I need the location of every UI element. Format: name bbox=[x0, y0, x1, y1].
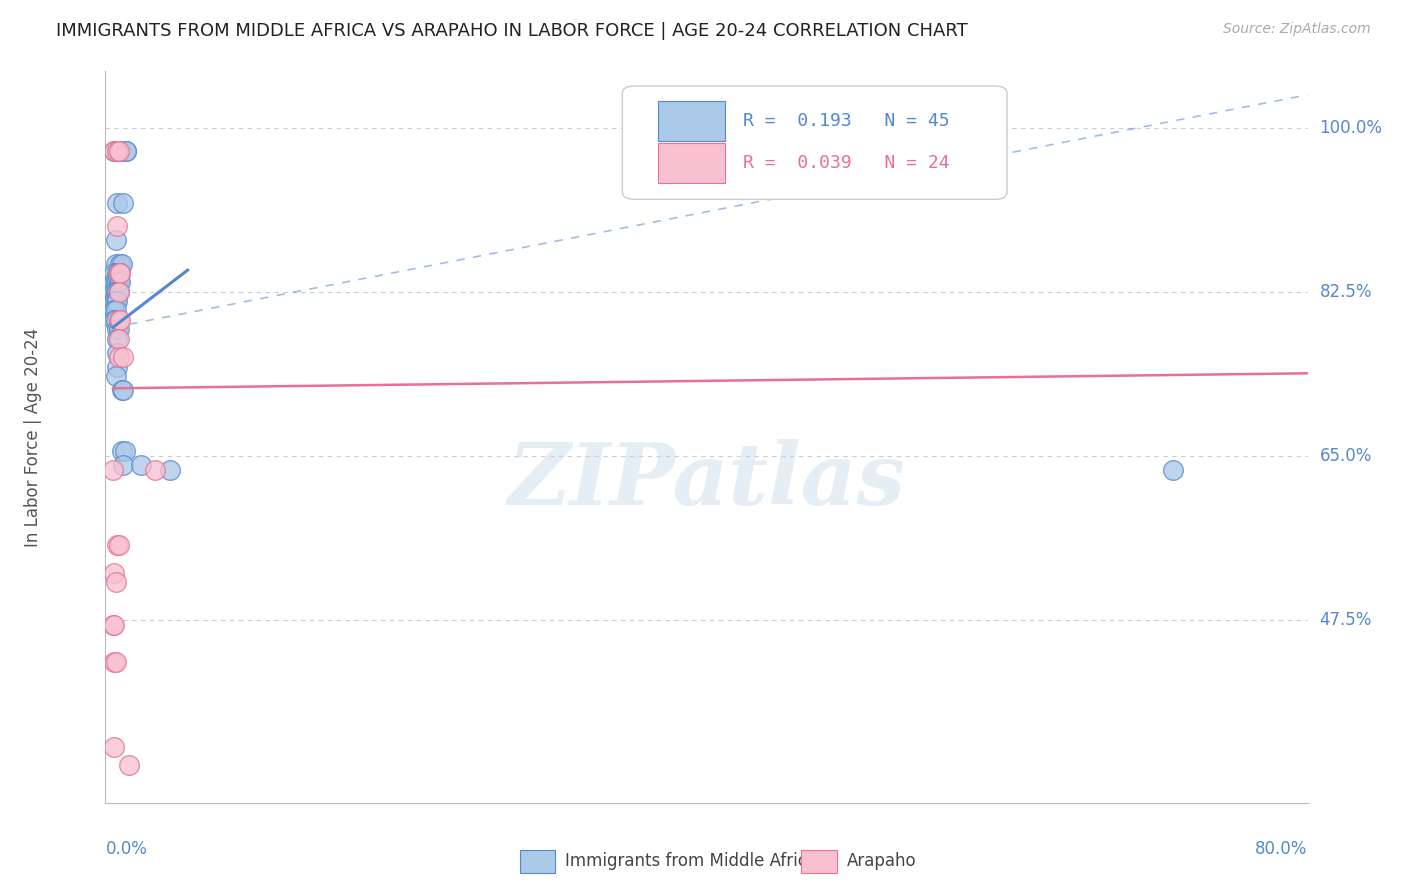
Point bbox=[111, 257, 134, 271]
Text: 100.0%: 100.0% bbox=[1319, 119, 1382, 136]
Point bbox=[105, 195, 128, 210]
Point bbox=[105, 219, 128, 233]
Point bbox=[114, 444, 136, 458]
Point bbox=[110, 313, 132, 327]
Point bbox=[108, 144, 131, 158]
Point bbox=[105, 345, 128, 359]
FancyBboxPatch shape bbox=[623, 86, 1007, 200]
Point bbox=[105, 322, 128, 336]
Point bbox=[118, 758, 141, 772]
Point bbox=[101, 617, 124, 632]
Point bbox=[104, 276, 127, 290]
Point bbox=[105, 294, 128, 309]
Point bbox=[104, 655, 127, 669]
Point bbox=[115, 144, 138, 158]
Point bbox=[104, 285, 127, 299]
Point bbox=[110, 257, 132, 271]
Text: 47.5%: 47.5% bbox=[1319, 611, 1372, 629]
Point bbox=[110, 266, 132, 280]
Text: R =  0.193   N = 45: R = 0.193 N = 45 bbox=[742, 112, 949, 130]
Text: R =  0.039   N = 24: R = 0.039 N = 24 bbox=[742, 153, 949, 172]
Text: 65.0%: 65.0% bbox=[1319, 447, 1372, 465]
Bar bbox=[658, 101, 724, 141]
Point bbox=[159, 463, 181, 477]
Text: Arapaho: Arapaho bbox=[846, 852, 917, 870]
Point bbox=[105, 144, 128, 158]
Point bbox=[104, 294, 127, 309]
Text: Immigrants from Middle Africa: Immigrants from Middle Africa bbox=[565, 852, 817, 870]
Point bbox=[108, 144, 131, 158]
Point bbox=[103, 303, 125, 318]
Text: 0.0%: 0.0% bbox=[105, 840, 148, 858]
Point bbox=[110, 276, 132, 290]
Point bbox=[101, 463, 124, 477]
Point bbox=[105, 266, 128, 280]
Text: 82.5%: 82.5% bbox=[1319, 283, 1372, 301]
Point bbox=[104, 575, 127, 590]
Point bbox=[103, 617, 125, 632]
Point bbox=[103, 144, 125, 158]
Point bbox=[143, 463, 166, 477]
Point bbox=[104, 257, 127, 271]
Point bbox=[115, 144, 138, 158]
Point bbox=[104, 313, 127, 327]
Point bbox=[112, 351, 135, 365]
Point bbox=[1161, 463, 1184, 477]
Point bbox=[103, 144, 125, 158]
Text: Source: ZipAtlas.com: Source: ZipAtlas.com bbox=[1223, 22, 1371, 37]
Point bbox=[111, 383, 134, 397]
Point bbox=[108, 322, 131, 336]
Point bbox=[108, 285, 131, 299]
Bar bbox=[658, 143, 724, 183]
Point bbox=[108, 266, 131, 280]
Text: ZIPatlas: ZIPatlas bbox=[508, 439, 905, 523]
Point bbox=[111, 444, 134, 458]
Point bbox=[112, 458, 135, 473]
Point bbox=[105, 276, 128, 290]
Point bbox=[108, 285, 131, 299]
Text: 80.0%: 80.0% bbox=[1256, 840, 1308, 858]
Point bbox=[108, 538, 131, 552]
Point bbox=[103, 285, 125, 299]
Point bbox=[103, 739, 125, 754]
Point bbox=[103, 313, 125, 327]
Point bbox=[110, 266, 132, 280]
Point bbox=[104, 369, 127, 384]
Point bbox=[112, 195, 135, 210]
Point bbox=[103, 294, 125, 309]
Point bbox=[108, 332, 131, 346]
Point bbox=[103, 655, 125, 669]
Point bbox=[108, 351, 131, 365]
Point bbox=[105, 332, 128, 346]
Point bbox=[103, 566, 125, 580]
Text: IMMIGRANTS FROM MIDDLE AFRICA VS ARAPAHO IN LABOR FORCE | AGE 20-24 CORRELATION : IMMIGRANTS FROM MIDDLE AFRICA VS ARAPAHO… bbox=[56, 22, 967, 40]
Point bbox=[103, 266, 125, 280]
Point bbox=[105, 538, 128, 552]
Point bbox=[129, 458, 152, 473]
Text: In Labor Force | Age 20-24: In Labor Force | Age 20-24 bbox=[24, 327, 42, 547]
Point bbox=[105, 359, 128, 374]
Point bbox=[108, 276, 131, 290]
Point bbox=[108, 313, 131, 327]
Point bbox=[103, 276, 125, 290]
Point bbox=[105, 144, 128, 158]
Point bbox=[112, 383, 135, 397]
Point bbox=[104, 303, 127, 318]
Point bbox=[108, 266, 131, 280]
Point bbox=[104, 233, 127, 247]
Point bbox=[105, 285, 128, 299]
